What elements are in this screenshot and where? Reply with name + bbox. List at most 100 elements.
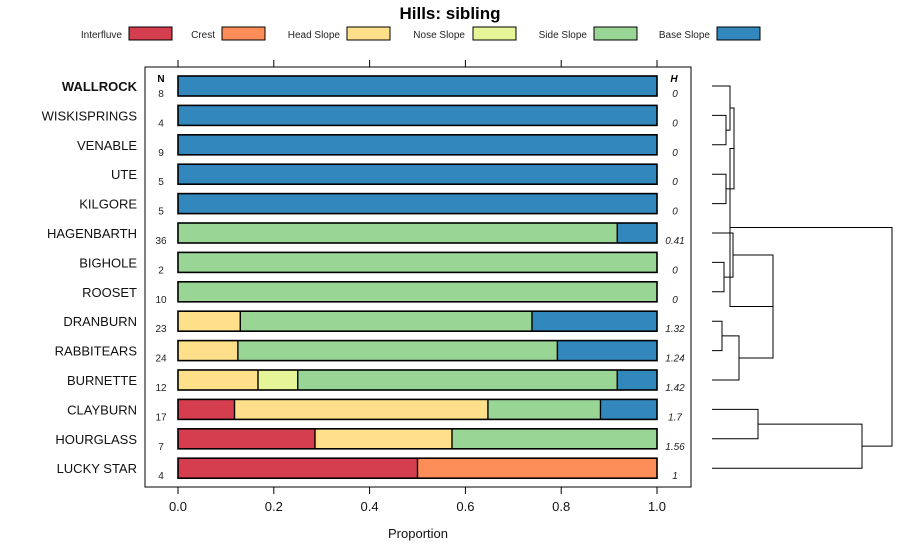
bar-segment (257, 370, 298, 390)
row-h-value: 0 (672, 207, 678, 218)
dendrogram-branch (712, 423, 863, 469)
row-n-value: 9 (158, 148, 164, 159)
row-h-value: 1.56 (665, 442, 685, 453)
row-label: WALLROCK (62, 79, 138, 94)
row-label: RABBITEARS (55, 344, 138, 359)
legend-swatch (472, 26, 517, 41)
row-label: UTE (111, 167, 137, 182)
legend-swatch (221, 26, 266, 41)
row-h-value: 0 (672, 118, 678, 129)
bar-outline (177, 457, 658, 480)
row-h-value: 1.7 (668, 412, 682, 423)
dendrogram (712, 85, 893, 469)
bar-segment (178, 340, 238, 361)
bar-segment (600, 399, 657, 420)
legend-swatch (346, 26, 391, 41)
bar-segment (178, 252, 657, 273)
bar-outline (177, 369, 658, 391)
row-label: LUCKY STAR (57, 461, 137, 476)
plot-frame (144, 66, 692, 488)
bar-segment (417, 458, 657, 479)
row-label: BURNETTE (67, 373, 137, 388)
dendrogram-branch (712, 173, 727, 205)
row-label: CLAYBURN (67, 402, 137, 417)
x-tick-label: 0.2 (265, 499, 283, 514)
bar-outline (177, 251, 658, 274)
legend-label: Nose Slope (413, 30, 465, 41)
row-h-value: 1 (672, 471, 678, 482)
row-label: KILGORE (79, 197, 137, 212)
legend-label: Head Slope (288, 30, 341, 41)
bar-outline (177, 75, 658, 97)
bar-segment (178, 223, 618, 243)
row-n-value: 36 (155, 236, 167, 247)
x-tick-label: 0.8 (552, 499, 570, 514)
x-tick-label: 0.6 (456, 499, 474, 514)
legend: Interfluve Crest Head Slope Nose Slope Side … (81, 26, 761, 41)
row-n-value: 4 (158, 118, 164, 129)
row-label: WISKISPRINGS (42, 108, 138, 123)
row-n-value: 17 (155, 412, 167, 423)
legend-swatch (128, 26, 173, 41)
h-column-header: H (670, 74, 678, 85)
row-n-value: 12 (155, 383, 167, 394)
row-h-value: 0.41 (665, 236, 684, 247)
bar-outline (177, 222, 658, 244)
row-label: HOURGLASS (55, 432, 137, 447)
dendrogram-branch (712, 335, 740, 381)
bar-segment (178, 281, 657, 302)
bar-outline (177, 192, 658, 215)
bar-outline (177, 104, 658, 127)
bar-segment (487, 399, 601, 420)
bar-outline (177, 310, 658, 333)
bar-segment (314, 428, 452, 449)
bar-segment (297, 370, 618, 390)
row-n-value: 7 (158, 442, 164, 453)
bar-segment (531, 311, 657, 332)
row-label: DRANBURN (63, 314, 137, 329)
bar-segment (178, 399, 235, 420)
bar-segment (234, 399, 488, 420)
row-label: VENABLE (77, 138, 137, 153)
row-h-value: 0 (672, 265, 678, 276)
chart-title: Hills: sibling (399, 4, 500, 23)
row-n-value: 8 (158, 89, 164, 100)
bar-outline (177, 427, 658, 450)
x-axis: 0.0 0.2 0.4 0.6 0.8 1.0 (169, 60, 666, 514)
bar-segment (451, 428, 657, 449)
dendrogram-branch (712, 114, 727, 146)
row-n-value: 24 (155, 354, 167, 365)
bar-outline (177, 280, 658, 303)
legend-swatch (716, 26, 761, 41)
bar-segment (178, 458, 418, 479)
legend-label: Base Slope (659, 30, 711, 41)
dendrogram-branch (730, 226, 893, 447)
row-n-value: 2 (158, 265, 164, 276)
row-h-value: 1.42 (665, 383, 685, 394)
row-h-value: 0 (672, 148, 678, 159)
bar-segment (178, 134, 657, 155)
bar-segment (617, 370, 657, 390)
bar-segment (237, 340, 558, 361)
bar-segment (178, 76, 657, 96)
n-column-header: N (157, 74, 164, 85)
row-h-value: 0 (672, 177, 678, 188)
row-h-value: 0 (672, 295, 678, 306)
bar-segment (178, 193, 657, 214)
row-h-value: 0 (672, 89, 678, 100)
row-n-value: 10 (155, 295, 167, 306)
row-label: ROOSET (82, 285, 137, 300)
row-h-value: 1.32 (665, 324, 685, 335)
row-label: HAGENBARTH (47, 226, 137, 241)
bar-segment (178, 105, 657, 126)
legend-label: Side Slope (539, 30, 588, 41)
dendrogram-branch (712, 320, 723, 352)
row-n-value: 4 (158, 471, 164, 482)
bar-outline (177, 339, 658, 362)
legend-label: Interfluve (81, 30, 123, 41)
bar-outline (177, 163, 658, 185)
bar-segment (178, 164, 657, 185)
bar-rows: WALLROCK 8 0 WISKISPRINGS 4 0 VENABLE 9 0 UTE 5 0 KI… (42, 75, 685, 482)
bar-outline (177, 134, 658, 156)
